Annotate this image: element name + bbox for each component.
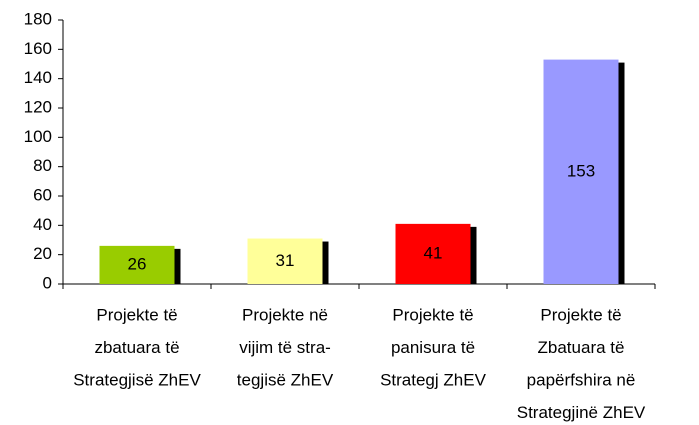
bar [543,59,619,284]
x-tick-label: Projekte të [540,305,621,324]
y-tick-label: 180 [24,9,52,28]
x-tick-label: Projekte të [392,305,473,324]
x-tick-label: Strategj ZhEV [380,370,486,389]
y-tick-label: 40 [33,215,52,234]
x-tick-label: papërfshira në [527,370,636,389]
bar [247,238,323,284]
x-tick-label: Projekte të [96,305,177,324]
y-tick-label: 160 [24,39,52,58]
value-label: 26 [128,254,147,273]
bar [395,223,471,284]
x-tick-label: Strategjisë ZhEV [73,370,201,389]
value-label: 41 [424,243,443,262]
x-tick-label: Strategjinë ZhEV [517,403,646,422]
y-tick-label: 60 [33,185,52,204]
bar [99,245,175,284]
y-tick-label: 120 [24,97,52,116]
x-tick-label: panisura të [391,338,475,357]
x-tick-label: vijim të stra- [239,338,331,357]
x-tick-label: tegjisë ZhEV [237,370,334,389]
x-tick-label: Projekte në [242,305,328,324]
y-tick-label: 0 [43,273,52,292]
y-tick-label: 140 [24,68,52,87]
y-tick-label: 80 [33,156,52,175]
value-label: 153 [567,161,595,180]
x-tick-label: zbatuara të [94,338,179,357]
y-tick-label: 100 [24,127,52,146]
y-tick-label: 20 [33,244,52,263]
value-label: 31 [276,251,295,270]
x-tick-label: Zbatuara të [538,338,625,357]
